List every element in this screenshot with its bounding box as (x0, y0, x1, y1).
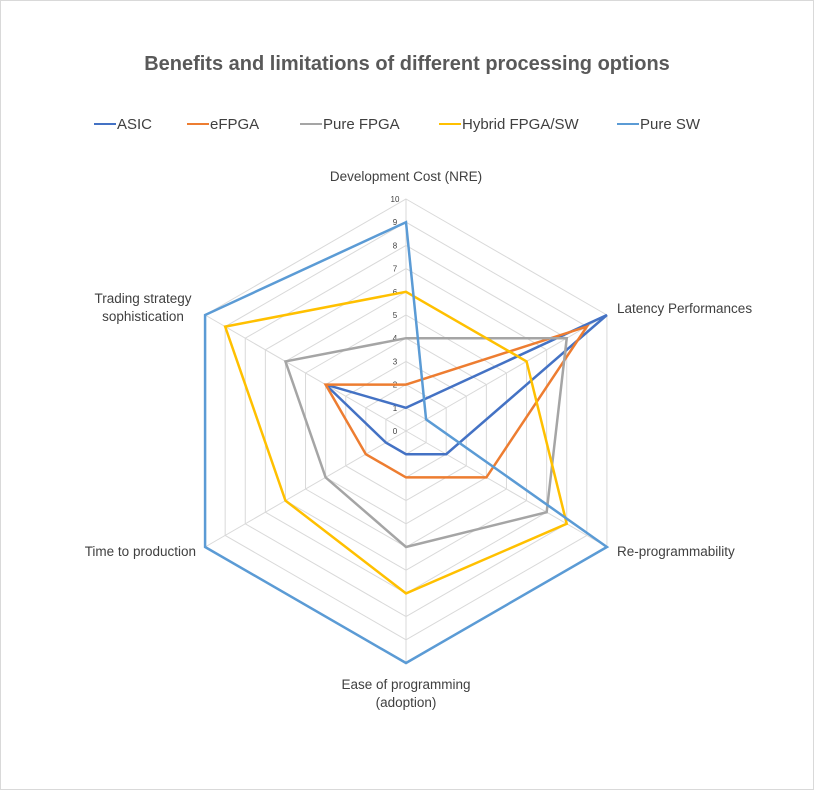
tick-label: 10 (391, 195, 400, 204)
grid-spoke (204, 430, 407, 548)
legend-label: ASIC (117, 115, 153, 133)
legend-swatch (300, 123, 322, 125)
grid-spoke (405, 314, 608, 432)
axis-label: Latency Performances (617, 301, 752, 316)
tick-label: 7 (393, 265, 398, 274)
series-line (283, 336, 569, 549)
legend: ASIC eFPGA Pure FPGA Hybrid FPGA/SW Pure SW (0, 114, 814, 134)
legend-swatch (187, 123, 209, 125)
legend-swatch (94, 123, 116, 125)
axis-label: (adoption) (376, 695, 437, 710)
axis-label: Development Cost (NRE) (330, 169, 482, 184)
axis-label: Time to production (85, 544, 196, 559)
legend-swatch (617, 123, 639, 125)
legend-label: Pure SW (640, 115, 701, 133)
axis-label: Trading strategy (94, 291, 191, 306)
legend-item: Pure FPGA (300, 114, 400, 134)
tick-label: 3 (393, 357, 398, 366)
legend-item: Pure SW (617, 114, 700, 134)
tick-label: 1 (393, 404, 398, 413)
tick-label: 4 (393, 334, 398, 343)
grid-spoke (204, 314, 407, 432)
legend-label: Pure FPGA (323, 115, 400, 133)
series-line (203, 220, 610, 665)
legend-item: Hybrid FPGA/SW (439, 114, 579, 134)
tick-label: 8 (393, 241, 398, 250)
series-line (323, 324, 590, 479)
tick-label: 0 (393, 427, 398, 436)
axis-label: sophistication (102, 309, 184, 324)
legend-label: eFPGA (210, 115, 260, 133)
series-line (223, 290, 569, 595)
grid-spoke (405, 430, 608, 548)
axis-label: Ease of programming (341, 677, 470, 692)
legend-item: ASIC (94, 114, 152, 134)
legend-item: eFPGA (187, 114, 259, 134)
legend-label: Hybrid FPGA/SW (462, 115, 579, 133)
chart-title: Benefits and limitations of different pr… (144, 53, 670, 75)
tick-label: 9 (393, 218, 398, 227)
tick-label: 6 (393, 288, 398, 297)
axis-label: Re-programmability (617, 544, 735, 559)
tick-label: 5 (393, 311, 398, 320)
legend-swatch (439, 123, 461, 125)
